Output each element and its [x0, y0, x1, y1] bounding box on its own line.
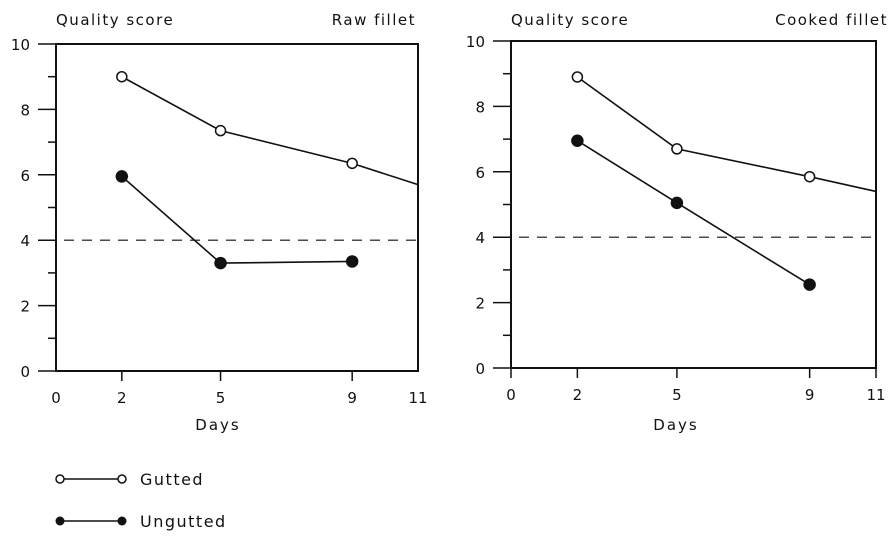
title-raw-fillet: Raw fillet: [332, 11, 416, 29]
series-line-gutted: [121, 75, 419, 186]
y-tick-label: 4: [475, 229, 485, 247]
x-tick-label: 2: [573, 386, 583, 404]
x-tick-label: 5: [672, 386, 682, 404]
y-tick-label: 2: [20, 298, 30, 316]
series-line-ungutted: [121, 175, 353, 264]
data-point-ungutted: [670, 196, 684, 210]
data-point-ungutted: [571, 134, 584, 147]
title-quality-score: Quality score: [511, 11, 629, 29]
plot-frame: [510, 40, 877, 369]
x-axis-label: Days: [653, 416, 698, 434]
y-tick-label: 6: [20, 167, 30, 185]
data-point-ungutted: [345, 255, 359, 268]
data-point-gutted: [116, 70, 128, 83]
title-cooked-fillet: Cooked fillet: [775, 11, 888, 29]
chart-raw-fillet: Quality score Raw fillet Days 0 2 4 6 8 10 0 2 5…: [11, 11, 428, 434]
x-tick-label: 11: [408, 389, 427, 407]
x-tick-label: 2: [117, 389, 127, 407]
data-point-gutted: [346, 157, 358, 170]
data-point-gutted: [671, 143, 683, 155]
y-tick-label: 8: [20, 101, 30, 119]
legend-marker-filled-circle-icon: [55, 516, 127, 526]
y-tick-label: 0: [475, 360, 485, 378]
series-line-ungutted: [576, 140, 811, 286]
legend-label: Ungutted: [140, 511, 227, 531]
legend-marker-open-circle-icon: [55, 474, 127, 484]
x-tick-label: 9: [805, 386, 815, 404]
plot-frame: [55, 43, 419, 372]
y-tick-label: 6: [475, 164, 485, 182]
x-axis-label: Days: [195, 416, 240, 434]
data-point-gutted: [803, 170, 816, 183]
y-tick-label: 2: [475, 295, 485, 313]
legend-label: Gutted: [140, 469, 205, 489]
data-point-ungutted: [803, 278, 816, 291]
y-tick-label: 4: [20, 232, 30, 250]
x-tick-label: 5: [216, 389, 226, 407]
y-tick-label: 8: [475, 98, 485, 116]
y-tick-label: 10: [466, 33, 485, 51]
x-tick-label: 0: [506, 386, 516, 404]
data-point-gutted: [214, 124, 227, 137]
x-tick-label: 9: [347, 389, 357, 407]
x-tick-label: 0: [51, 389, 61, 407]
data-point-ungutted: [115, 170, 129, 183]
legend: Gutted Ungutted: [50, 468, 227, 552]
data-point-ungutted: [214, 256, 227, 270]
legend-item-ungutted: Ungutted: [50, 510, 227, 532]
series-line-gutted: [576, 76, 877, 193]
chart-cooked-fillet: Quality score Cooked fillet Days 0 2 4 6 8 10…: [466, 11, 888, 434]
title-quality-score: Quality score: [56, 11, 174, 29]
y-tick-label: 10: [11, 36, 30, 54]
x-tick-label: 11: [866, 386, 885, 404]
data-point-gutted: [571, 71, 584, 83]
y-tick-label: 0: [20, 363, 30, 381]
legend-item-gutted: Gutted: [50, 468, 227, 490]
